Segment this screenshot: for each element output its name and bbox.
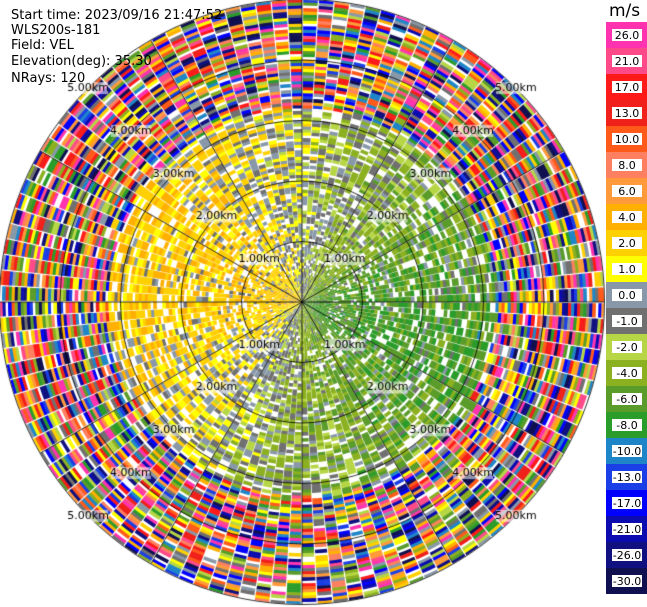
colorbar-tick-bg [612, 445, 642, 457]
elevation-label: Elevation(deg): 35.30 [11, 54, 152, 69]
colorbar-tick-label: 1.0 [618, 263, 636, 276]
colorbar-tick-label: 10.0 [615, 133, 640, 146]
colorbar-tick-bg [612, 315, 642, 327]
colorbar-tick-bg [612, 523, 642, 535]
colorbar-tick-label: -17.0 [613, 497, 641, 510]
colorbar-tick-bg [612, 289, 642, 301]
colorbar-tick-bg [612, 159, 642, 171]
colorbar-tick-label: -30.0 [613, 575, 641, 588]
colorbar-tick-bg [612, 237, 642, 249]
nrays-label: NRays: 120 [11, 71, 86, 86]
field-label: Field: VEL [11, 38, 74, 53]
colorbar-tick-label: 6.0 [618, 185, 636, 198]
colorbar-tick-bg [612, 341, 642, 353]
colorbar-tick-bg [612, 367, 642, 379]
colorbar-tick-label: 13.0 [615, 107, 640, 120]
colorbar-tick-label: 2.0 [618, 237, 636, 250]
colorbar-tick-bg [612, 185, 642, 197]
colorbar-tick-bg [612, 575, 642, 587]
colorbar-tick-label: -21.0 [613, 523, 641, 536]
colorbar-tick-bg [612, 107, 642, 119]
colorbar-tick-label: -26.0 [613, 549, 641, 562]
instrument-label: WLS200s-181 [11, 23, 101, 38]
colorbar-tick-bg [612, 419, 642, 431]
colorbar-tick-label: -4.0 [616, 367, 637, 380]
colorbar-tick-label: -6.0 [616, 393, 637, 406]
colorbar-tick-label: 17.0 [615, 81, 640, 94]
colorbar-tick-bg [612, 211, 642, 223]
colorbar-tick-bg [612, 133, 642, 145]
colorbar-tick-label: 26.0 [615, 29, 640, 42]
colorbar-tick-bg [612, 471, 642, 483]
colorbar-title: m/s [609, 1, 641, 21]
colorbar-tick-bg [612, 393, 642, 405]
colorbar-tick-bg [612, 81, 642, 93]
colorbar-tick-label: -8.0 [616, 419, 637, 432]
colorbar-tick-label: -1.0 [616, 315, 637, 328]
colorbar-tick-bg [612, 263, 642, 275]
colorbar-tick-label: 21.0 [615, 55, 640, 68]
colorbar-tick-label: -10.0 [613, 445, 641, 458]
colorbar-tick-label: 0.0 [618, 289, 636, 302]
colorbar-tick-label: 4.0 [618, 211, 636, 224]
colorbar-tick-bg [612, 549, 642, 561]
colorbar-tick-bg [612, 497, 642, 509]
start-time-label: Start time: 2023/09/16 21:47:52 [11, 8, 223, 23]
colorbar-tick-label: -13.0 [613, 471, 641, 484]
colorbar-tick-label: 8.0 [618, 159, 636, 172]
colorbar-tick-bg [612, 29, 642, 41]
ppi-velocity-plot [0, 0, 606, 607]
colorbar-tick-bg [612, 55, 642, 67]
colorbar: 26.0 21.0 17.0 13.0 10.0 8.0 6.0 4.0 2.0 1.0 0.0 -1… [606, 22, 647, 594]
colorbar-tick-label: -2.0 [616, 341, 637, 354]
